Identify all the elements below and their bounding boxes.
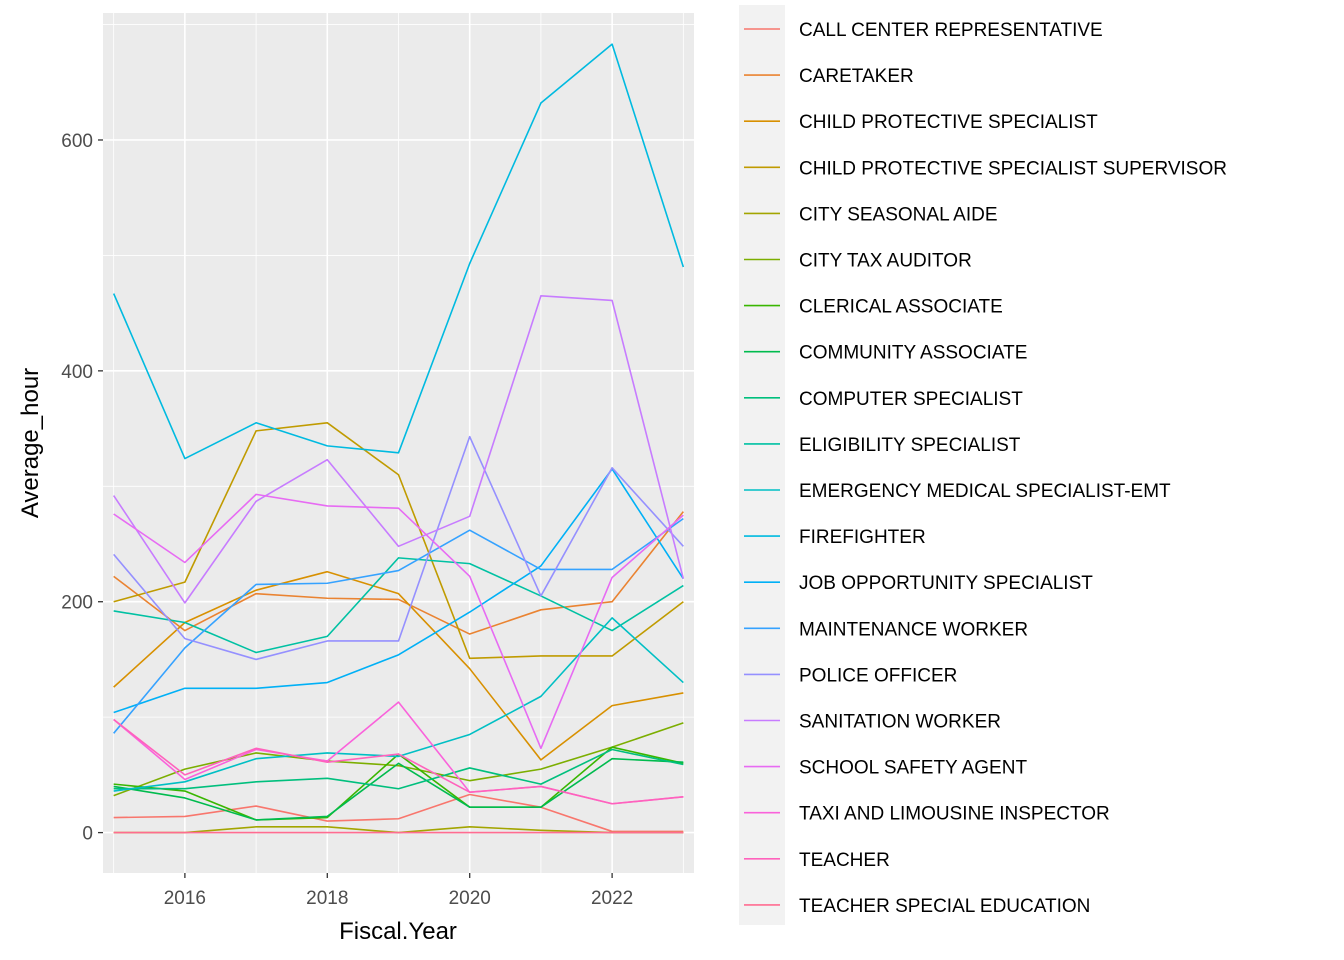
legend-label: MAINTENANCE WORKER — [799, 619, 1028, 640]
legend-label: POLICE OFFICER — [799, 665, 957, 686]
grid-minor — [103, 13, 694, 873]
series-line — [113, 617, 684, 792]
legend-label: EMERGENCY MEDICAL SPECIALIST-EMT — [799, 481, 1171, 502]
legend-label: TAXI AND LIMOUSINE INSPECTOR — [799, 804, 1110, 825]
legend-label: CITY TAX AUDITOR — [799, 251, 972, 272]
x-tick-label: 2020 — [449, 888, 491, 909]
series-line — [113, 493, 684, 750]
series-line — [113, 748, 684, 790]
legend-label: SANITATION WORKER — [799, 712, 1001, 733]
x-tick-label: 2018 — [306, 888, 348, 909]
series-line — [113, 295, 685, 604]
series-line — [113, 517, 684, 734]
x-axis-title: Fiscal.Year — [339, 918, 457, 945]
legend-label: CHILD PROTECTIVE SPECIALIST SUPERVISOR — [799, 158, 1227, 179]
legend-label: TEACHER SPECIAL EDUCATION — [799, 896, 1090, 917]
series-line — [113, 757, 684, 821]
series-line — [113, 718, 684, 805]
legend-label: JOB OPPORTUNITY SPECIALIST — [799, 573, 1093, 594]
legend-background — [739, 5, 785, 925]
series-line — [113, 570, 684, 761]
legend-label: CHILD PROTECTIVE SPECIALIST — [799, 112, 1098, 133]
y-tick-label: 0 — [82, 824, 93, 845]
y-tick-label: 600 — [61, 131, 93, 152]
legend-label: CARETAKER — [799, 66, 914, 87]
legend-label: CITY SEASONAL AIDE — [799, 204, 998, 225]
legend-label: CALL CENTER REPRESENTATIVE — [799, 20, 1103, 41]
series-line — [113, 511, 684, 635]
series-lines — [112, 43, 685, 834]
series-line — [113, 435, 684, 661]
y-tick-label: 400 — [61, 362, 93, 383]
legend-label: COMPUTER SPECIALIST — [799, 389, 1023, 410]
x-tick-label: 2016 — [164, 888, 206, 909]
legend-label: FIREFIGHTER — [799, 527, 926, 548]
series-line — [113, 557, 684, 654]
series-line — [113, 722, 684, 797]
legend-label: TEACHER — [799, 850, 890, 871]
series-line — [113, 793, 684, 833]
y-axis-title: Average_hour — [17, 368, 44, 518]
series-line — [113, 421, 684, 660]
series-line — [113, 468, 684, 714]
x-axis: 2016 2018 2020 2022 — [164, 873, 633, 909]
y-axis: 0 200 400 600 — [61, 131, 103, 845]
legend: CALL CENTER REPRESENTATIVE CARETAKER CHILD… — [744, 20, 1227, 917]
series-line — [112, 43, 685, 460]
y-tick-label: 200 — [61, 593, 93, 614]
legend-label: SCHOOL SAFETY AGENT — [799, 758, 1027, 779]
legend-label: COMMUNITY ASSOCIATE — [799, 343, 1027, 364]
legend-label: CLERICAL ASSOCIATE — [799, 297, 1003, 318]
legend-label: ELIGIBILITY SPECIALIST — [799, 435, 1021, 456]
x-tick-label: 2022 — [591, 888, 633, 909]
